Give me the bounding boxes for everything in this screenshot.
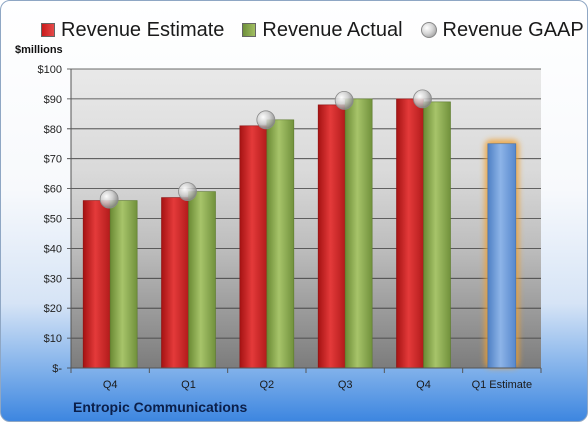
bar-revenue-actual: [344, 98, 373, 369]
legend-item-estimate: Revenue Estimate: [41, 19, 224, 42]
bar-q1-estimate: [487, 143, 517, 369]
x-tick-label: Q1 Estimate: [472, 379, 533, 391]
legend-swatch-gaap: [420, 22, 437, 38]
x-tick-label: Q4: [103, 379, 118, 391]
y-tick-label: $70: [44, 154, 62, 166]
bar-revenue-actual: [423, 101, 451, 369]
y-tick-label: $90: [44, 94, 62, 106]
legend-label-gaap: Revenue GAAP: [442, 18, 584, 41]
y-tick-label: $60: [44, 184, 62, 196]
bar-revenue-actual: [266, 119, 295, 369]
bar-revenue-actual: [188, 191, 216, 369]
y-tick-label: $20: [44, 303, 62, 315]
marker-revenue-gaap: [256, 110, 276, 130]
chart-legend: Revenue Estimate Revenue Actual Revenue …: [41, 13, 584, 47]
company-name: Entropic Communications: [73, 399, 248, 415]
bar-revenue-estimate: [82, 200, 111, 369]
y-tick-label: $80: [44, 124, 62, 136]
y-tick-label: $-: [52, 363, 62, 375]
bar-revenue-estimate: [396, 98, 424, 369]
y-tick-label: $40: [44, 243, 62, 255]
marker-revenue-gaap: [334, 90, 354, 110]
legend-swatch-estimate: [41, 23, 55, 37]
bar-revenue-estimate: [161, 197, 189, 369]
marker-revenue-gaap: [413, 89, 432, 109]
legend-label-actual: Revenue Actual: [262, 18, 403, 41]
bar-revenue-estimate: [239, 125, 268, 369]
marker-revenue-gaap: [178, 182, 197, 201]
y-tick-label: $100: [38, 64, 62, 76]
y-tick-label: $10: [44, 333, 62, 345]
legend-item-actual: Revenue Actual: [242, 18, 403, 42]
legend-item-gaap: Revenue GAAP: [420, 18, 584, 42]
y-axis-unit-label: $millions: [15, 44, 63, 56]
bar-revenue-estimate: [317, 104, 346, 369]
y-tick-label: $30: [44, 273, 62, 285]
x-tick-label: Q1: [181, 379, 196, 391]
x-tick-label: Q2: [259, 379, 274, 391]
y-tick-label: $50: [44, 214, 62, 226]
x-tick-label: Q4: [416, 379, 431, 391]
legend-label-estimate: Revenue Estimate: [61, 18, 225, 41]
legend-swatch-actual: [242, 23, 257, 37]
x-tick-label: Q3: [338, 379, 353, 391]
marker-revenue-gaap: [99, 189, 119, 209]
bar-revenue-actual: [109, 200, 138, 369]
